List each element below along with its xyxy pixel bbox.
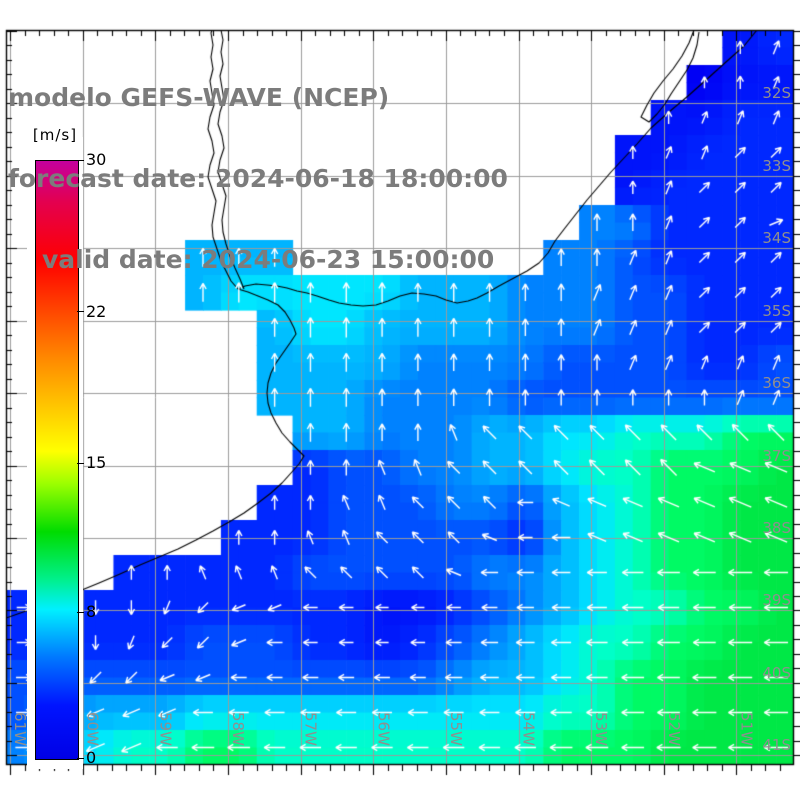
lat-tick-label: 41S <box>762 736 791 755</box>
lon-tick-label: 61W <box>11 712 30 746</box>
lat-tick-label: 34S <box>762 229 791 248</box>
colorbar-tick-mark <box>77 311 84 313</box>
lon-tick-label: 53W <box>592 712 611 746</box>
colorbar-unit-label: [m/s] <box>32 126 78 144</box>
colorbar-tick-label: 15 <box>86 453 107 473</box>
lon-tick-label: 60W <box>83 712 102 746</box>
lon-tick-label: 52W <box>664 712 683 746</box>
lat-tick-label: 33S <box>762 156 791 175</box>
lat-tick-label: 38S <box>762 519 791 538</box>
lon-tick-label: 54W <box>519 712 538 746</box>
colorbar-gradient <box>35 160 79 760</box>
lon-tick-label: 51W <box>737 712 756 746</box>
colorbar-tick-label: 0 <box>86 748 97 767</box>
colorbar-tick-mark <box>77 757 84 759</box>
colorbar-tick-label: 30 <box>86 150 107 169</box>
model-title: modelo GEFS-WAVE (NCEP) <box>8 83 390 112</box>
lat-tick-label: 32S <box>762 84 791 103</box>
colorbar-tick-label: 8 <box>86 602 97 622</box>
colorbar-tick-mark <box>77 611 84 613</box>
forecast-date-label: forecast date: 2024-06-18 18:00:00 <box>8 164 508 193</box>
lon-tick-label: 57W <box>301 712 320 746</box>
lat-tick-label: 36S <box>762 374 791 393</box>
valid-date-label: valid date: 2024-06-23 15:00:00 <box>42 245 495 274</box>
colorbar-tick-mark <box>77 462 84 464</box>
lon-tick-label: 59W <box>156 712 175 746</box>
lat-tick-label: 39S <box>762 591 791 610</box>
lat-tick-label: 40S <box>762 663 791 682</box>
title-block: modelo GEFS-WAVE (NCEP) forecast date: 2… <box>8 30 508 327</box>
lon-tick-label: 58W <box>228 712 247 746</box>
lat-tick-label: 37S <box>762 446 791 465</box>
lon-tick-label: 56W <box>374 712 393 746</box>
lat-tick-label: 35S <box>762 301 791 320</box>
lon-tick-label: 55W <box>446 712 465 746</box>
colorbar-tick-mark <box>77 159 84 161</box>
colorbar-tick-label: 22 <box>86 301 107 321</box>
